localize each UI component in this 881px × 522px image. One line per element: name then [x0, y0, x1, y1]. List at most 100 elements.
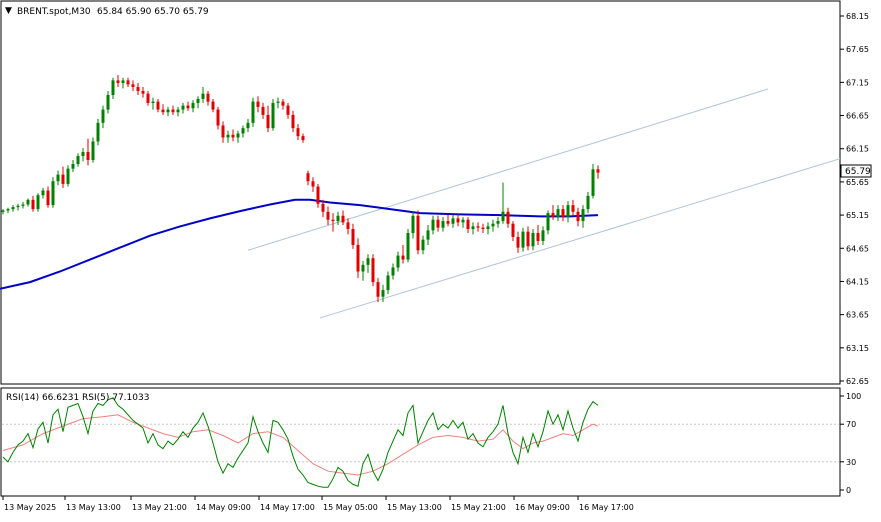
bear-candle-body	[401, 255, 405, 260]
bull-candle-body	[366, 258, 370, 265]
bull-candle-body	[111, 80, 115, 95]
time-tick-label: 13 May 21:00	[132, 503, 187, 512]
channel-line	[319, 158, 841, 319]
price-tick-label: 66.65	[846, 112, 869, 121]
bull-candle-body	[546, 213, 550, 231]
rsi-tick-label: 100	[846, 392, 861, 401]
bull-candle-body	[16, 205, 20, 208]
bull-candle-body	[201, 93, 205, 99]
bull-candle-body	[591, 169, 595, 196]
bear-candle-body	[351, 229, 355, 245]
bull-candle-body	[176, 109, 180, 113]
bull-candle-body	[386, 275, 390, 291]
bear-candle-body	[216, 109, 220, 126]
time-tick-label: 15 May 05:00	[323, 503, 378, 512]
bull-candle-body	[426, 230, 430, 240]
bear-candle-body	[331, 219, 335, 222]
time-tick-label: 15 May 21:00	[451, 503, 506, 512]
bear-candle-body	[561, 209, 565, 218]
bear-candle-body	[536, 233, 540, 241]
bear-candle-body	[161, 109, 165, 113]
bull-candle-body	[271, 102, 275, 129]
bull-candle-body	[276, 101, 280, 103]
bull-candle-body	[76, 156, 80, 164]
bear-candle-body	[476, 226, 480, 228]
bull-candle-body	[51, 181, 55, 206]
bull-candle-body	[381, 290, 385, 297]
bull-candle-body	[166, 109, 170, 113]
current-price-tag	[840, 164, 872, 178]
bull-candle-body	[441, 221, 445, 228]
bull-candle-body	[96, 122, 100, 142]
time-tick-label: 14 May 09:00	[196, 503, 251, 512]
time-axis: 13 May 2025 13 May 13:00 13 May 21:00 14 Ma…	[2, 496, 634, 512]
bear-candle-body	[551, 213, 555, 218]
bear-candle-body	[186, 105, 190, 109]
bear-candle-body	[261, 106, 265, 115]
bear-candle-body	[571, 205, 575, 212]
bull-candle-body	[71, 163, 75, 169]
bull-candle-body	[396, 255, 400, 268]
bull-candle-body	[251, 101, 255, 123]
bull-candle-body	[541, 230, 545, 241]
bull-candle-body	[581, 209, 585, 222]
bear-candle-body	[311, 181, 315, 187]
bull-candle-body	[406, 233, 410, 260]
bull-candle-body	[491, 223, 495, 227]
bull-candle-body	[81, 152, 85, 157]
bull-candle-body	[586, 195, 590, 210]
bull-candle-body	[236, 133, 240, 138]
price-tick-label: 64.65	[846, 244, 869, 253]
symbol-menu-arrow-icon[interactable]: ▼	[5, 6, 12, 16]
symbol-label: BRENT.spot,M30	[17, 7, 91, 17]
bear-candle-body	[156, 101, 160, 110]
bull-candle-body	[191, 102, 195, 109]
time-tick-label: 13 May 13:00	[66, 503, 121, 512]
bull-candle-body	[451, 218, 455, 224]
moving-average-line	[0, 198, 599, 290]
channel-line	[247, 88, 769, 251]
price-tick-label: 65.65	[846, 178, 869, 187]
bull-candle-body	[6, 209, 10, 211]
time-tick-label: 15 May 13:00	[387, 503, 442, 512]
bear-candle-body	[46, 190, 50, 206]
bull-candle-body	[106, 94, 110, 110]
bull-candle-body	[91, 141, 95, 161]
bear-candle-body	[136, 87, 140, 91]
bull-candle-body	[336, 215, 340, 222]
bull-candle-body	[556, 209, 560, 218]
rsi14-line	[2, 414, 599, 476]
bull-candle-body	[471, 226, 475, 230]
bear-candle-body	[456, 218, 460, 223]
rsi-axis: 100 70 30 0	[840, 392, 861, 495]
time-tick-label: 16 May 09:00	[515, 503, 570, 512]
bear-candle-body	[231, 134, 235, 138]
bear-candle-body	[346, 222, 350, 230]
bear-candle-body	[341, 215, 345, 223]
bull-candle-body	[66, 168, 70, 184]
bear-candle-body	[316, 186, 320, 204]
bull-candle-body	[486, 226, 490, 230]
bear-candle-body	[506, 211, 510, 224]
price-tick-label: 68.15	[846, 12, 869, 21]
current-price-label: 65.79	[845, 167, 871, 177]
bear-candle-body	[526, 231, 530, 247]
bear-candle-body	[356, 244, 360, 272]
bear-candle-body	[306, 173, 310, 182]
bear-candle-body	[286, 105, 290, 115]
bull-candle-body	[501, 211, 505, 222]
bull-candle-body	[531, 233, 535, 247]
bear-candle-body	[296, 128, 300, 137]
channel-lines[interactable]	[247, 88, 841, 319]
bull-candle-body	[246, 122, 250, 129]
bear-candle-body	[511, 223, 515, 237]
price-axis: 68.15 67.65 67.15 66.65 66.15 65.65 65.15 64.65…	[840, 12, 869, 386]
bull-candle-body	[11, 207, 15, 210]
ohlc-values: 65.84 65.90 65.70 65.79	[97, 7, 209, 17]
bull-candle-body	[421, 239, 425, 251]
bull-candle-body	[181, 105, 185, 110]
price-tick-label: 67.15	[846, 78, 869, 87]
bear-candle-body	[516, 236, 520, 248]
